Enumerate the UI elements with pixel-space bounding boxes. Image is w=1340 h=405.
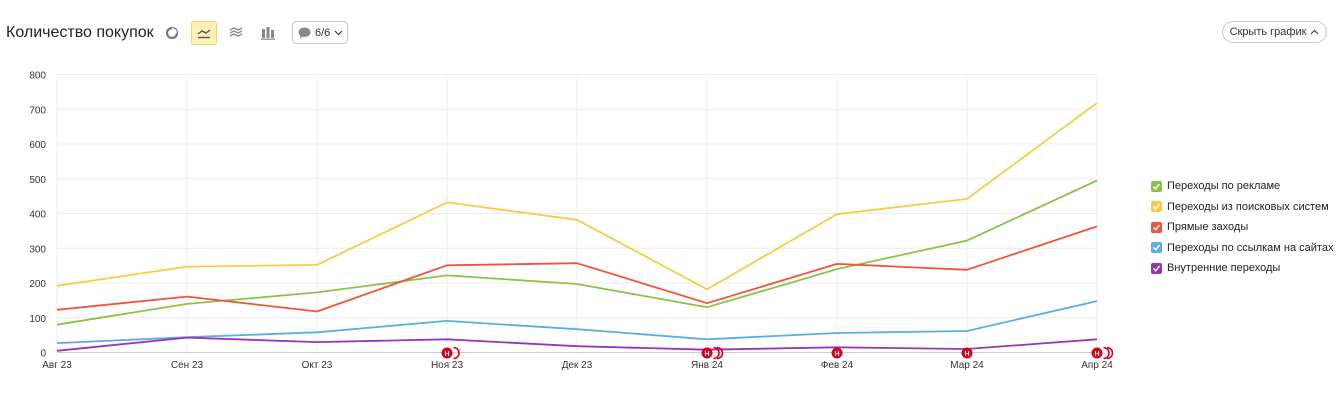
x-tick-label: Окт 23 <box>302 360 333 371</box>
annotation-marker <box>961 347 973 359</box>
legend-item[interactable]: Прямые заходы <box>1151 217 1333 238</box>
chevron-up-icon <box>1311 29 1319 35</box>
series-line <box>56 300 1098 344</box>
annotation-marker <box>831 347 843 359</box>
hide-chart-button[interactable]: Скрыть график <box>1222 21 1327 43</box>
chart-legend: Переходы по рекламе Переходы из поисковых… <box>1151 176 1333 279</box>
checkbox-icon[interactable] <box>1151 201 1162 213</box>
x-tick-label: Янв 24 <box>691 360 723 371</box>
annotation-marker <box>441 347 453 359</box>
annotation-label: Н <box>444 351 449 358</box>
checkbox-icon[interactable] <box>1151 242 1162 254</box>
series-line <box>56 102 1098 291</box>
y-tick-label: 0 <box>40 349 46 360</box>
bar-chart-icon[interactable] <box>255 21 281 45</box>
chart-title: Количество покупок <box>6 24 154 41</box>
y-tick-label: 600 <box>29 140 46 151</box>
annotation-label: Н <box>964 351 969 358</box>
legend-label: Внутренние переходы <box>1167 262 1281 275</box>
checkbox-icon[interactable] <box>1151 180 1162 192</box>
annotation-stack-arc <box>1106 346 1114 360</box>
x-tick-label: Ноя 23 <box>431 360 464 371</box>
y-tick-label: 800 <box>29 71 46 82</box>
series-line <box>56 225 1098 313</box>
x-tick-label: Мар 24 <box>950 360 984 371</box>
checkbox-icon[interactable] <box>1151 262 1162 274</box>
annotations-button[interactable]: 6/6 <box>292 21 348 44</box>
legend-item[interactable]: Внутренние переходы <box>1151 258 1333 279</box>
hide-chart-label: Скрыть график <box>1229 26 1307 38</box>
annotations-count: 6/6 <box>315 26 331 39</box>
comment-icon <box>298 27 311 38</box>
annotation-label: Н <box>704 351 709 358</box>
legend-label: Переходы из поисковых систем <box>1167 200 1329 213</box>
chevron-down-icon <box>334 30 343 35</box>
annotation-stack-arc <box>1103 346 1110 360</box>
pie-chart-icon[interactable] <box>159 21 185 45</box>
legend-item[interactable]: Переходы из поисковых систем <box>1151 197 1333 218</box>
x-tick-label: Авг 23 <box>42 360 72 371</box>
area-chart-icon[interactable] <box>223 21 249 45</box>
line-chart-icon[interactable] <box>191 21 217 45</box>
y-tick-label: 700 <box>29 105 46 116</box>
y-tick-label: 100 <box>29 314 46 325</box>
x-tick-label: Фев 24 <box>821 360 854 371</box>
checkbox-icon[interactable] <box>1151 221 1162 233</box>
legend-item[interactable]: Переходы по рекламе <box>1151 176 1333 197</box>
x-tick-label: Апр 24 <box>1081 360 1113 371</box>
annotation-stack-arc <box>716 346 724 360</box>
x-tick-label: Сен 23 <box>171 360 204 371</box>
annotation-label: Н <box>1094 351 1099 358</box>
legend-label: Прямые заходы <box>1167 221 1249 234</box>
annotation-stack-arc <box>453 346 460 360</box>
annotation-label: Н <box>834 351 839 358</box>
legend-label: Переходы по ссылкам на сайтах <box>1167 241 1334 254</box>
y-tick-label: 500 <box>29 175 46 186</box>
annotation-marker <box>701 347 713 359</box>
annotation-stack-arc <box>713 346 720 360</box>
annotation-marker <box>1091 347 1103 359</box>
legend-label: Переходы по рекламе <box>1167 180 1281 193</box>
x-tick-label: Дек 23 <box>562 360 593 371</box>
y-tick-label: 300 <box>29 244 46 255</box>
series-line <box>56 336 1098 352</box>
series-line <box>56 179 1098 326</box>
legend-item[interactable]: Переходы по ссылкам на сайтах <box>1151 238 1333 259</box>
y-tick-label: 200 <box>29 279 46 290</box>
y-tick-label: 400 <box>29 210 46 221</box>
